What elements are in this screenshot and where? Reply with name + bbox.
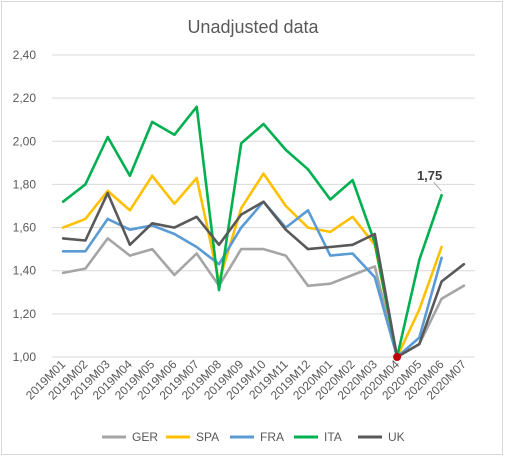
low-point-marker <box>393 353 402 361</box>
series-line-spa <box>61 172 443 359</box>
series-lines <box>61 105 466 359</box>
legend-label-fra: FRA <box>260 430 284 444</box>
x-tick-labels: 2019M012019M022019M032019M042019M052019M… <box>23 357 469 403</box>
y-tick-label: 2,20 <box>13 91 37 105</box>
y-tick-label: 2,00 <box>13 134 37 148</box>
series-line-ita <box>61 105 443 359</box>
legend: GER SPA FRA ITA UK <box>102 430 405 444</box>
series-line-ger <box>61 237 466 359</box>
annotation-label: 1,75 <box>417 168 442 183</box>
chart-title: Unadjusted data <box>187 17 319 37</box>
y-tick-labels: 1,00 1,20 1,40 1,60 1,80 2,00 2,20 2,40 <box>13 48 37 364</box>
y-tick-label: 1,80 <box>13 177 37 191</box>
y-tick-label: 1,60 <box>13 221 37 235</box>
y-tick-label: 1,40 <box>13 264 37 278</box>
legend-label-ita: ITA <box>324 430 342 444</box>
annotation-leader <box>433 181 442 192</box>
legend-label-spa: SPA <box>196 430 219 444</box>
legend-label-uk: UK <box>388 430 405 444</box>
gridlines <box>52 54 475 358</box>
chart-markers: 1,75 <box>393 168 442 361</box>
y-tick-label: 2,40 <box>13 48 37 62</box>
legend-label-ger: GER <box>132 430 158 444</box>
y-tick-label: 1,00 <box>13 350 37 364</box>
series-line-fra <box>61 200 443 359</box>
y-tick-label: 1,20 <box>13 307 37 321</box>
